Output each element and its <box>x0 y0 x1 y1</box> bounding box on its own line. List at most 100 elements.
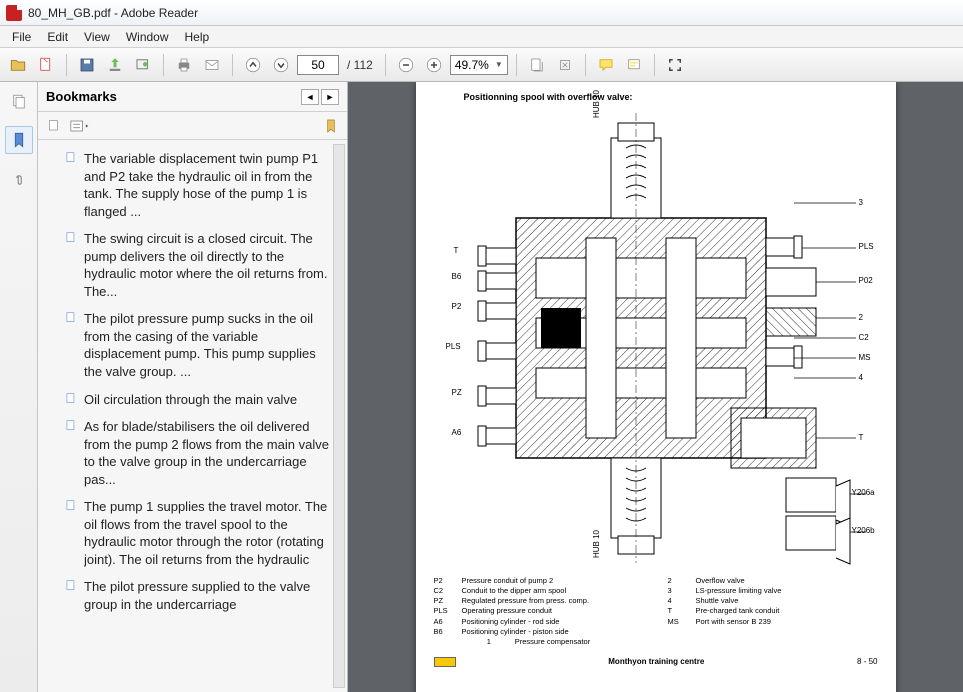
page-up-icon[interactable] <box>241 53 265 77</box>
separator <box>654 54 655 76</box>
diagram-svg <box>434 108 878 568</box>
zoom-value: 49.7% <box>455 58 489 72</box>
attach-icon[interactable] <box>131 53 155 77</box>
legend-key: B6 <box>434 627 456 637</box>
bookmark-next-icon[interactable]: ► <box>321 89 339 105</box>
save-icon[interactable] <box>75 53 99 77</box>
tool-doc-icon[interactable] <box>525 53 549 77</box>
label-hub-top: HUB 10 <box>592 90 601 118</box>
expand-icon[interactable] <box>46 418 58 488</box>
label-P02: P02 <box>859 276 873 285</box>
print-icon[interactable] <box>172 53 196 77</box>
label-2: 2 <box>859 313 863 322</box>
label-A6: A6 <box>452 428 462 437</box>
legend-val: Positioning cylinder - rod side <box>462 617 560 627</box>
create-pdf-icon[interactable] <box>34 53 58 77</box>
bookmark-item[interactable]: The variable displacement twin pump P1 a… <box>44 146 343 226</box>
bookmark-text: Oil circulation through the main valve <box>84 391 297 409</box>
brand-logo <box>434 657 456 667</box>
page-footer: Monthyon training centre 8 - 50 <box>434 657 878 667</box>
pdf-viewer[interactable]: Positionning spool with overflow valve: <box>348 82 963 692</box>
separator <box>516 54 517 76</box>
bookmark-icon <box>64 151 78 165</box>
bookmarks-nav: ◄ ► <box>301 89 339 105</box>
bookmark-item[interactable]: The swing circuit is a closed circuit. T… <box>44 226 343 306</box>
expand-icon[interactable] <box>46 498 58 568</box>
bookmark-item[interactable]: Oil circulation through the main valve <box>44 387 343 415</box>
bookmark-item[interactable]: The pilot pressure supplied to the valve… <box>44 574 343 619</box>
title-bar: 80_MH_GB.pdf - Adobe Reader <box>0 0 963 26</box>
label-3: 3 <box>859 198 863 207</box>
page-number-input[interactable] <box>297 55 339 75</box>
bookmarks-tab-icon[interactable] <box>5 126 33 154</box>
menu-view[interactable]: View <box>76 28 118 46</box>
tool-rotate-icon[interactable] <box>553 53 577 77</box>
expand-icon[interactable] <box>46 310 58 380</box>
main-area: Bookmarks ◄ ► The variable displacement … <box>0 82 963 692</box>
label-T: T <box>454 246 459 255</box>
highlight-icon[interactable] <box>622 53 646 77</box>
legend-val: Pre-charged tank conduit <box>696 606 780 616</box>
label-C2: C2 <box>859 333 869 342</box>
legend-key: MS <box>668 617 690 627</box>
zoom-out-icon[interactable] <box>394 53 418 77</box>
separator <box>585 54 586 76</box>
label-Y206a: Y206a <box>852 488 875 497</box>
page-down-icon[interactable] <box>269 53 293 77</box>
fullscreen-icon[interactable] <box>663 53 687 77</box>
bookmarks-list: The variable displacement twin pump P1 a… <box>38 140 347 692</box>
thumbnails-tab-icon[interactable] <box>5 88 33 116</box>
mail-icon[interactable] <box>200 53 224 77</box>
open-icon[interactable] <box>6 53 30 77</box>
expand-icon[interactable] <box>46 230 58 300</box>
menu-edit[interactable]: Edit <box>39 28 76 46</box>
label-B6: B6 <box>452 272 462 281</box>
side-tabstrip <box>0 82 38 692</box>
bookmark-new-icon[interactable] <box>44 116 64 136</box>
bookmark-prev-icon[interactable]: ◄ <box>301 89 319 105</box>
export-icon[interactable] <box>103 53 127 77</box>
legend-val: LS-pressure limiting valve <box>696 586 782 596</box>
label-PLS-r: PLS <box>859 242 874 251</box>
legend-key: 1 <box>487 637 509 647</box>
legend-key: C2 <box>434 586 456 596</box>
legend-val: Operating pressure conduit <box>462 606 552 616</box>
chevron-down-icon: ▼ <box>495 60 503 69</box>
label-Y206b: Y206b <box>852 526 875 535</box>
expand-icon[interactable] <box>46 578 58 613</box>
menu-window[interactable]: Window <box>118 28 177 46</box>
zoom-in-icon[interactable] <box>422 53 446 77</box>
bookmark-text: The swing circuit is a closed circuit. T… <box>84 230 329 300</box>
bookmark-item[interactable]: The pilot pressure pump sucks in the oil… <box>44 306 343 386</box>
bookmark-options-icon[interactable] <box>70 116 90 136</box>
separator <box>66 54 67 76</box>
legend-val: Port with sensor B 239 <box>696 617 771 627</box>
legend-val: Pressure compensator <box>515 637 590 647</box>
legend-val: Overflow valve <box>696 576 745 586</box>
menu-help[interactable]: Help <box>177 28 218 46</box>
legend-val: Pressure conduit of pump 2 <box>462 576 554 586</box>
legend-key: 2 <box>668 576 690 586</box>
legend: P2Pressure conduit of pump 2 C2Conduit t… <box>434 576 878 647</box>
expand-icon[interactable] <box>46 150 58 220</box>
bookmark-find-icon[interactable] <box>321 116 341 136</box>
bookmark-text: The pump 1 supplies the travel motor. Th… <box>84 498 329 568</box>
bookmark-item[interactable]: As for blade/stabilisers the oil deliver… <box>44 414 343 494</box>
legend-key: T <box>668 606 690 616</box>
window-title: 80_MH_GB.pdf - Adobe Reader <box>28 6 198 20</box>
legend-right: 2Overflow valve 3LS-pressure limiting va… <box>668 576 878 647</box>
bookmark-icon <box>64 311 78 325</box>
bookmark-icon <box>64 231 78 245</box>
diagram: T B6 P2 PLS PZ A6 3 PLS P02 2 C2 MS 4 T … <box>434 108 878 568</box>
attachments-tab-icon[interactable] <box>5 164 33 192</box>
legend-val: Shuttle valve <box>696 596 739 606</box>
page-total: / 112 <box>343 58 377 72</box>
menu-file[interactable]: File <box>4 28 39 46</box>
separator <box>385 54 386 76</box>
zoom-select[interactable]: 49.7% ▼ <box>450 55 508 75</box>
expand-icon[interactable] <box>46 391 58 409</box>
legend-left: P2Pressure conduit of pump 2 C2Conduit t… <box>434 576 644 647</box>
comment-icon[interactable] <box>594 53 618 77</box>
legend-val: Conduit to the dipper arm spool <box>462 586 567 596</box>
bookmark-item[interactable]: The pump 1 supplies the travel motor. Th… <box>44 494 343 574</box>
